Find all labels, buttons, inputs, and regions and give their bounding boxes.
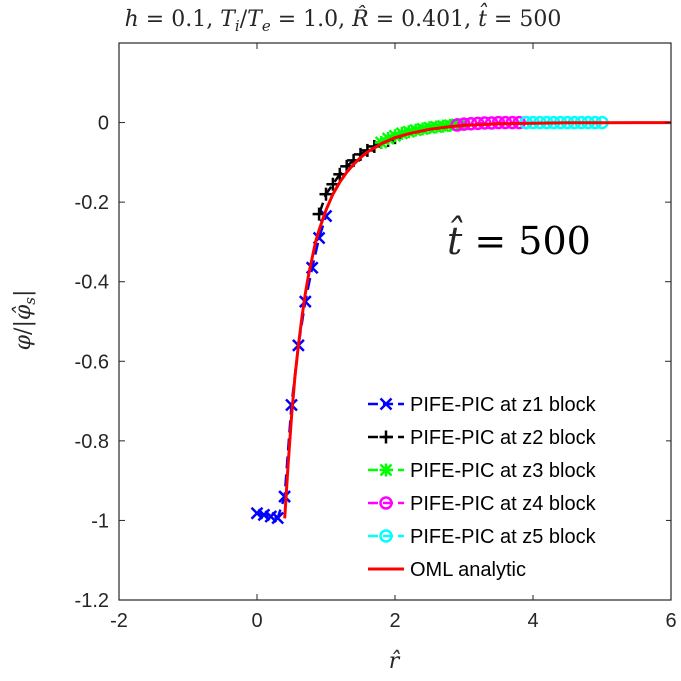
legend-label-5: PIFE-PIC at z5 block: [410, 526, 597, 548]
series-1-point: [271, 511, 285, 525]
legend-label-4: PIFE-PIC at z4 block: [410, 493, 597, 515]
x-tick-label: 2: [389, 610, 400, 632]
y-tick-label: -0.6: [75, 351, 109, 373]
x-tick-label: 0: [251, 610, 262, 632]
x-axis-label: r̂: [389, 649, 401, 674]
legend-label-3: PIFE-PIC at z3 block: [410, 460, 597, 482]
y-tick-label: -0.8: [75, 431, 109, 453]
x-tick-label: 6: [665, 610, 676, 632]
legend-marker-2: [379, 430, 393, 444]
axis-layer: -2 0 2 4 6 -1.2 -1 -0.8 -0.6 -0.4 -0.2 0: [75, 42, 677, 632]
y-tick-label: -0.2: [75, 192, 109, 214]
time-annotation: t̂ = 500: [447, 216, 591, 263]
y-tick-label: 0: [98, 113, 109, 135]
legend-marker-1: [379, 397, 393, 411]
chart-title: h = 0.1, Ti/Te = 1.0, R̂ = 0.401, t̂ = 5…: [125, 3, 562, 35]
legend-marker-4: [379, 496, 393, 510]
series-2-point: [319, 187, 333, 201]
legend-label-6: OML analytic: [410, 559, 526, 581]
y-axis-label: φ/|φ̂s|: [11, 290, 39, 351]
legend-box: [362, 383, 666, 595]
legend-label-2: PIFE-PIC at z2 block: [410, 427, 597, 449]
legend-marker-3: [379, 463, 393, 477]
y-tick-label: -1: [91, 510, 109, 532]
series-layer: [250, 115, 671, 525]
legend-marker-5: [379, 529, 393, 543]
y-tick-label: -0.4: [75, 272, 109, 294]
series-line-6: [283, 121, 671, 519]
y-tick-label: -1.2: [75, 590, 109, 612]
x-tick-label: 4: [527, 610, 538, 632]
x-tick-label: -2: [110, 610, 128, 632]
legend: PIFE-PIC at z1 block PIFE-PIC at z2 block…: [362, 383, 666, 595]
legend-label-1: PIFE-PIC at z1 block: [410, 394, 597, 416]
